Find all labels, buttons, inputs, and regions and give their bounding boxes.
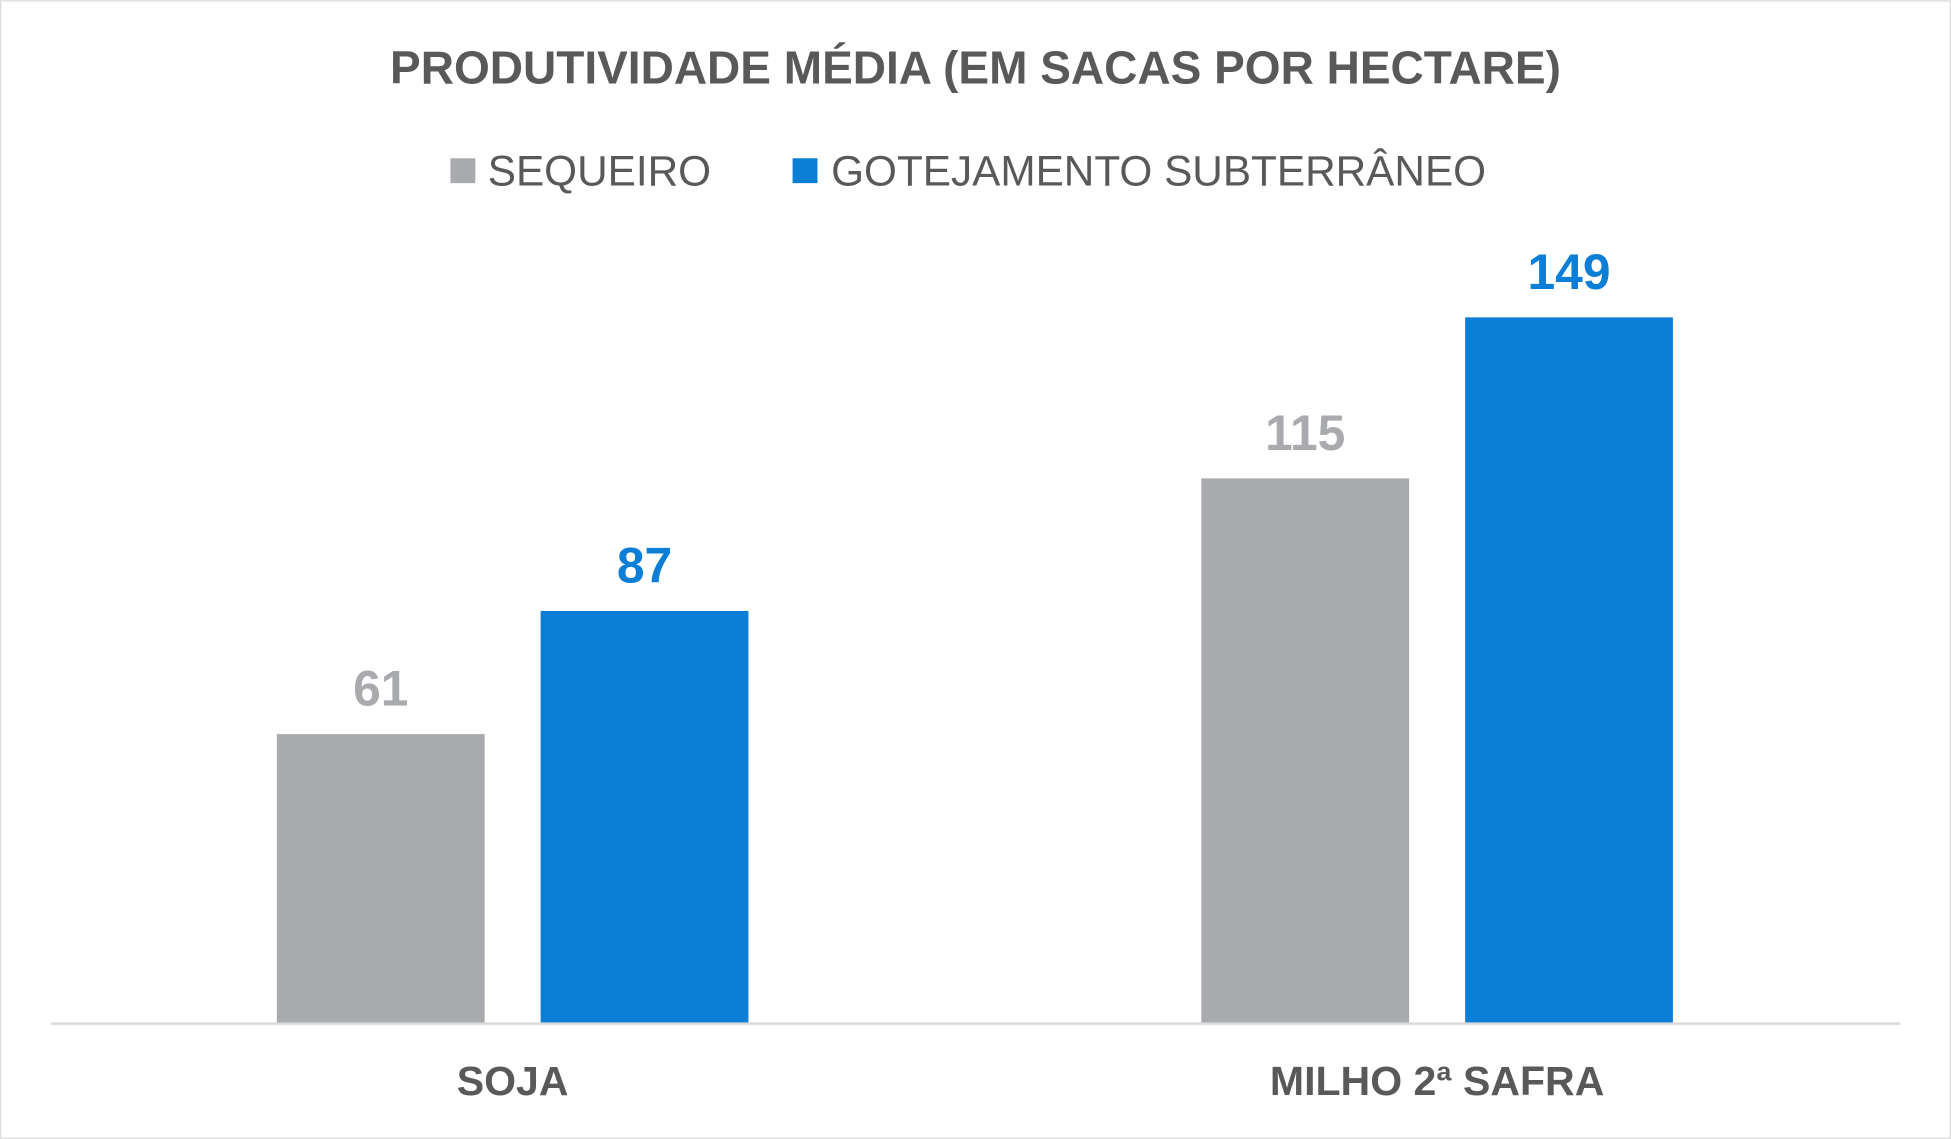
bar-sequeiro-milho [1201, 478, 1410, 1024]
bar-gotejamento-milho [1465, 317, 1673, 1024]
category-label-soja: SOJA [457, 1058, 569, 1104]
legend-swatch-gotejamento [792, 158, 818, 184]
legend: SEQUEIRO GOTEJAMENTO SUBTERRÂNEO [450, 148, 1486, 195]
category-label-milho: MILHO 2ª SAFRA [1270, 1058, 1604, 1104]
data-label-gotejamento-soja: 87 [617, 537, 672, 593]
legend-label-sequeiro: SEQUEIRO [488, 148, 711, 195]
data-label-sequeiro-milho: 115 [1265, 405, 1345, 461]
data-label-sequeiro-soja: 61 [353, 661, 408, 717]
bar-sequeiro-soja [276, 734, 485, 1024]
legend-label-gotejamento: GOTEJAMENTO SUBTERRÂNEO [831, 148, 1486, 195]
chart-title: PRODUTIVIDADE MÉDIA (EM SACAS POR HECTAR… [390, 42, 1561, 94]
data-label-gotejamento-milho: 149 [1527, 244, 1610, 300]
bar-gotejamento-soja [540, 611, 749, 1024]
legend-swatch-sequeiro [450, 158, 476, 184]
